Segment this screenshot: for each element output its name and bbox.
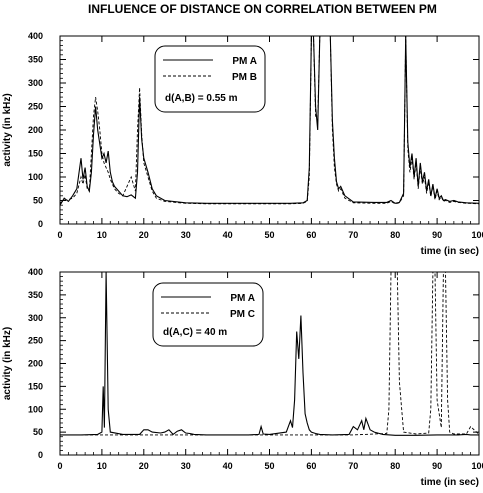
series-line-pm-b (60, 36, 479, 205)
y-tick-label: 300 (28, 313, 43, 323)
y-tick-label: 250 (28, 102, 43, 112)
x-tick-label: 100 (471, 461, 483, 471)
y-tick-label: 100 (28, 172, 43, 182)
x-tick-label: 40 (223, 461, 233, 471)
y-tick-label: 400 (28, 267, 43, 277)
x-tick-label: 0 (57, 230, 62, 240)
legend-annotation: d(A,C) = 40 m (163, 327, 227, 338)
x-tick-label: 50 (264, 230, 274, 240)
x-tick-label: 50 (264, 461, 274, 471)
x-tick-label: 20 (139, 230, 149, 240)
x-tick-label: 10 (97, 461, 107, 471)
y-tick-label: 100 (28, 404, 43, 414)
y-tick-label: 50 (33, 196, 43, 206)
legend: PM A PM Cd(A,C) = 40 m (152, 282, 264, 347)
x-tick-label: 70 (348, 230, 358, 240)
legend-box (154, 45, 266, 113)
x-tick-label: 40 (223, 230, 233, 240)
x-tick-label: 90 (432, 230, 442, 240)
chart-panel-2: 0 10 20 30 40 50 60 70 80 90 100 0 50 100 150 200 250 300… (2, 267, 483, 488)
y-axis-label: activity (in kHz) (2, 93, 13, 166)
x-tick-label: 80 (390, 461, 400, 471)
legend-box (152, 282, 264, 347)
y-tick-label: 350 (28, 55, 43, 65)
y-tick-label: 0 (38, 219, 43, 229)
legend-entry: PM B (232, 72, 257, 83)
x-axis-label: time (in sec) (421, 477, 479, 488)
y-tick-label: 0 (38, 450, 43, 460)
y-tick-label: 400 (28, 31, 43, 41)
legend-entry: PM A (230, 293, 255, 304)
figure-title: INFLUENCE OF DISTANCE ON CORRELATION BET… (88, 2, 437, 16)
x-tick-label: 90 (432, 461, 442, 471)
x-axis-label: time (in sec) (421, 246, 479, 257)
y-tick-label: 150 (28, 149, 43, 159)
x-tick-label: 10 (97, 230, 107, 240)
series-line-pm-a (60, 272, 479, 436)
x-tick-label: 80 (390, 230, 400, 240)
x-tick-label: 20 (139, 461, 149, 471)
series-line-pm-c (60, 272, 479, 436)
x-tick-label: 60 (306, 461, 316, 471)
y-tick-label: 350 (28, 290, 43, 300)
x-tick-label: 30 (181, 230, 191, 240)
y-tick-label: 150 (28, 381, 43, 391)
y-tick-label: 200 (28, 125, 43, 135)
legend-entry: PM C (230, 309, 255, 320)
plot-frame (59, 271, 480, 456)
x-tick-label: 0 (57, 461, 62, 471)
legend-entry: PM A (232, 56, 257, 67)
chart-panel-1: 0 10 20 30 40 50 60 70 80 90 100 0 50 100 150 200 250 300… (2, 31, 483, 257)
legend-annotation: d(A,B) = 0.55 m (165, 93, 238, 104)
x-tick-label: 60 (306, 230, 316, 240)
x-tick-label: 30 (181, 461, 191, 471)
legend: PM A PM B d(A,B) = 0.55 m (154, 45, 266, 113)
series-line-pm-a (60, 36, 479, 206)
y-axis-label: activity (in kHz) (2, 327, 13, 400)
y-tick-label: 200 (28, 359, 43, 369)
y-tick-label: 50 (33, 427, 43, 437)
x-tick-label: 100 (471, 230, 483, 240)
x-tick-label: 70 (348, 461, 358, 471)
y-tick-label: 300 (28, 78, 43, 88)
y-tick-label: 250 (28, 336, 43, 346)
